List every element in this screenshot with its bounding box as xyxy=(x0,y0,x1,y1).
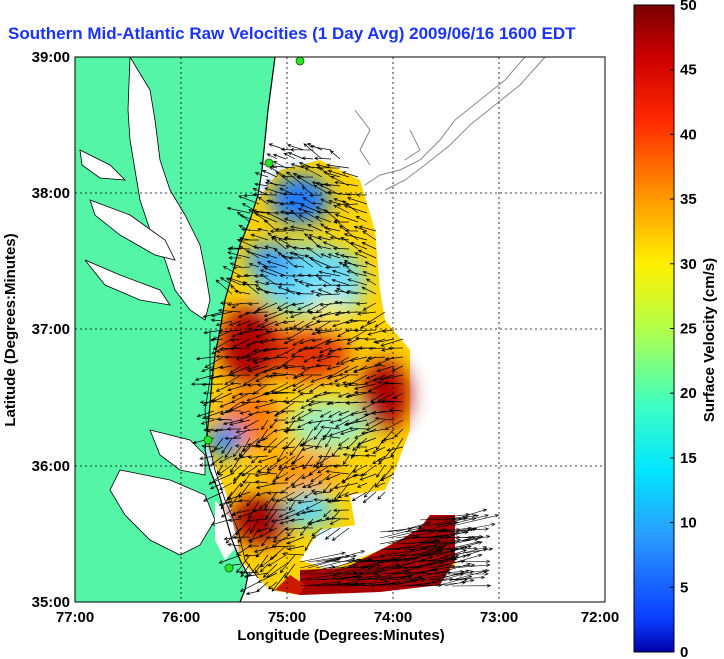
colorbar-tick-label: 25 xyxy=(680,321,697,338)
colorbar-tick-label: 35 xyxy=(680,191,697,208)
y-tick-label: 35:00 xyxy=(32,594,70,611)
y-tick-label: 37:00 xyxy=(32,321,70,338)
radar-station-icon xyxy=(203,56,305,573)
x-axis: 77:00 76:00 75:00 74:00 73:00 72:00 Long… xyxy=(56,609,619,644)
map-plot-area xyxy=(74,56,606,603)
colorbar-gradient xyxy=(633,4,675,653)
y-tick-label: 38:00 xyxy=(32,185,70,202)
colorbar-tick-label: 50 xyxy=(680,0,697,14)
x-tick-label: 73:00 xyxy=(480,609,518,626)
velocity-arrow-set-south xyxy=(299,508,500,588)
chart-title: Southern Mid-Atlantic Raw Velocities (1 … xyxy=(8,24,576,43)
colorbar-tick-label: 15 xyxy=(680,450,697,467)
colorbar-tick-label: 30 xyxy=(680,256,697,273)
x-tick-label: 77:00 xyxy=(56,609,94,626)
x-tick-label: 76:00 xyxy=(162,609,200,626)
y-tick-label: 36:00 xyxy=(32,458,70,475)
colorbar-tick-label: 5 xyxy=(680,579,688,596)
bathymetry-contours xyxy=(354,57,546,191)
colorbar-label: Surface Velocity (cm/s) xyxy=(701,258,718,422)
x-tick-label: 75:00 xyxy=(268,609,306,626)
y-axis: 39:00 38:00 37:00 36:00 35:00 Latitude (… xyxy=(2,49,70,611)
x-tick-label: 74:00 xyxy=(374,609,412,626)
y-axis-label: Latitude (Degrees:Minutes) xyxy=(2,233,19,426)
x-tick-label: 72:00 xyxy=(581,609,619,626)
map-grid xyxy=(75,57,605,602)
colorbar-tick-label: 40 xyxy=(680,126,697,143)
velocity-arrow-set xyxy=(190,143,404,596)
colorbar-tick-label: 10 xyxy=(680,515,697,532)
colorbar-tick-label: 0 xyxy=(680,644,688,659)
colorbar-tick-label: 45 xyxy=(680,62,697,79)
x-axis-label: Longitude (Degrees:Minutes) xyxy=(237,627,445,644)
velocity-vectors xyxy=(190,143,404,596)
velocity-vectors-south xyxy=(299,508,500,588)
colorbar-tick-label: 20 xyxy=(680,385,697,402)
y-tick-label: 39:00 xyxy=(32,49,70,66)
